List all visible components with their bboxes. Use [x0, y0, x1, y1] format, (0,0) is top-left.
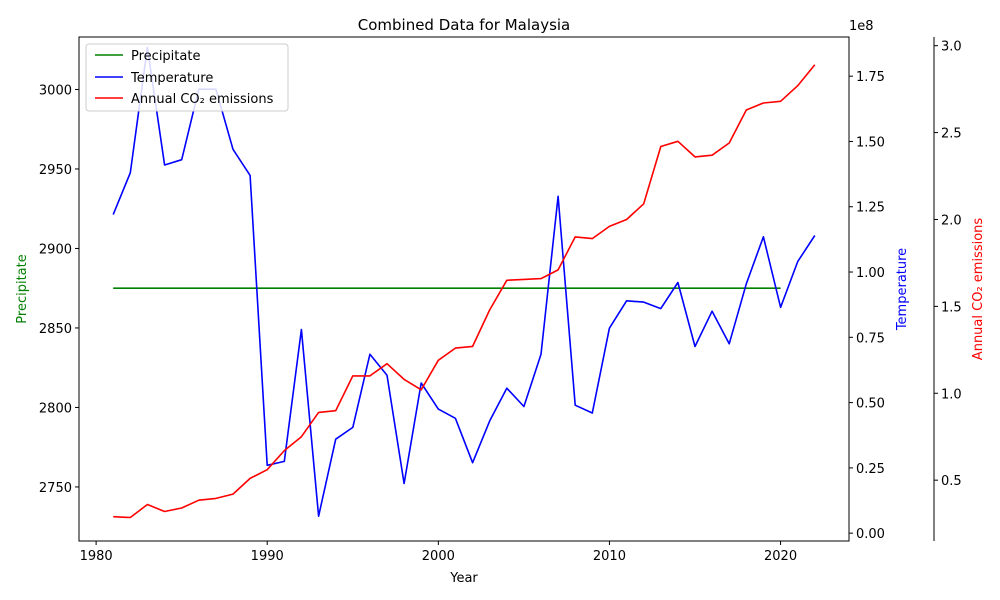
x-tick-label: 2000 — [422, 549, 455, 564]
co2-y-axis: 0.5 1.0 1.5 2.0 2.5 3.0 — [934, 40, 962, 489]
co2-y-tick-label: 2.0 — [941, 213, 962, 228]
x-tick-label: 1980 — [80, 549, 113, 564]
temperature-y-tick-label: 1.75 — [856, 70, 885, 85]
left-y-axis-title: Precipitate — [15, 254, 30, 323]
co2-y-tick-label: 0.5 — [941, 474, 962, 489]
co2-y-tick-label: 2.5 — [941, 127, 962, 142]
left-y-tick-label: 2750 — [39, 481, 72, 496]
temperature-y-tick-label: 1.25 — [856, 201, 885, 216]
co2-y-tick-label: 1.5 — [941, 300, 962, 315]
temperature-y-tick-label: 0.25 — [856, 462, 885, 477]
chart-title: Combined Data for Malaysia — [358, 16, 571, 34]
left-y-tick-label: 3000 — [39, 83, 72, 98]
temperature-y-tick-label: 1.50 — [856, 135, 885, 150]
temperature-line — [112, 46, 816, 518]
legend: Precipitate Temperature Annual CO₂ emiss… — [85, 43, 289, 112]
legend-box — [85, 43, 289, 112]
temperature-axis-offset: 1e8 — [849, 19, 874, 34]
left-y-tick-label: 2900 — [39, 242, 72, 257]
legend-label-co2: Annual CO₂ emissions — [131, 92, 274, 107]
temperature-y-axis-title: Temperature — [895, 248, 910, 331]
plot-frame — [78, 36, 850, 542]
temperature-y-axis: 0.00 0.25 0.50 0.75 1.00 1.25 1.50 1.75 — [849, 70, 885, 542]
co2-emissions-line — [113, 64, 816, 519]
temperature-y-tick-label: 0.00 — [856, 527, 885, 542]
co2-y-tick-label: 1.0 — [941, 387, 962, 402]
x-tick-label: 2020 — [764, 549, 797, 564]
temperature-y-tick-label: 0.75 — [856, 331, 885, 346]
left-y-tick-label: 2800 — [39, 401, 72, 416]
left-y-tick-label: 2950 — [39, 163, 72, 178]
legend-label-temperature: Temperature — [130, 71, 213, 86]
x-axis: 1980 1990 2000 2010 2020 — [80, 541, 797, 564]
left-y-tick-label: 2850 — [39, 322, 72, 337]
x-tick-label: 1990 — [251, 549, 284, 564]
left-y-axis: 2750 2800 2850 2900 2950 3000 — [39, 83, 79, 496]
x-axis-title: Year — [449, 571, 478, 586]
x-tick-label: 2010 — [593, 549, 626, 564]
temperature-y-tick-label: 0.50 — [856, 397, 885, 412]
legend-label-precipitate: Precipitate — [131, 49, 200, 64]
lines-layer — [112, 46, 816, 519]
temperature-y-tick-label: 1.00 — [856, 266, 885, 281]
co2-y-tick-label: 3.0 — [941, 40, 962, 55]
co2-y-axis-title: Annual CO₂ emissions — [971, 218, 986, 361]
